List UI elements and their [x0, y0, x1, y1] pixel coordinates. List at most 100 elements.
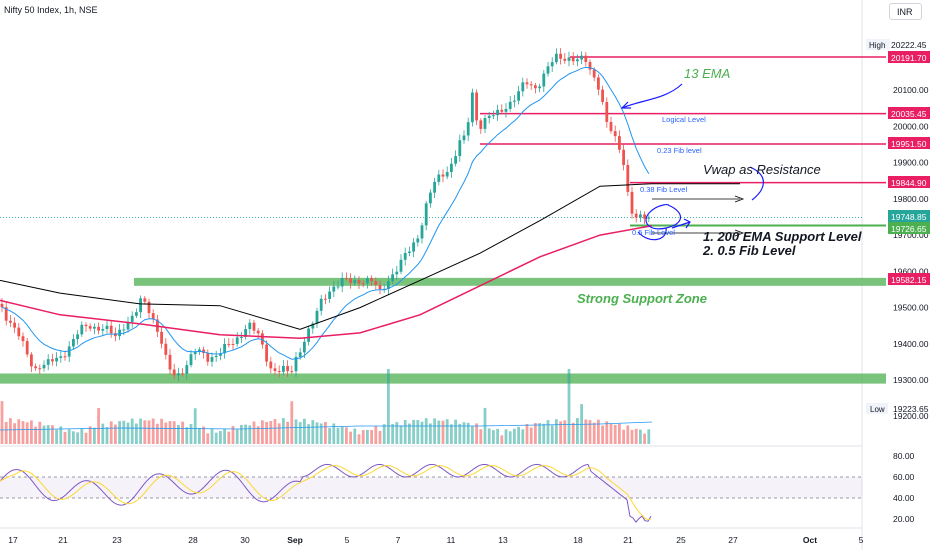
candle-23: [97, 326, 100, 331]
volume-bar-36: [151, 418, 155, 444]
candle-104: [437, 174, 441, 182]
volume-bar-110: [462, 422, 466, 444]
volume-bar-111: [466, 422, 470, 444]
candle-147: [618, 136, 621, 150]
volume-bar-5: [21, 421, 25, 444]
volume-bar-68: [286, 421, 289, 444]
volume-bar-38: [160, 418, 163, 444]
ema13-line: [1, 66, 650, 360]
candle-7: [30, 354, 33, 367]
price-tick-5: 19600.00: [893, 266, 929, 276]
candle-19: [80, 324, 84, 335]
price-label-19582: 19582.15: [888, 273, 930, 285]
volume-bar-107: [450, 424, 453, 444]
price-label-20035: 20035.45: [888, 107, 930, 119]
ema200-line: [0, 224, 653, 340]
candle-62: [261, 333, 264, 345]
svg-text:20035.45: 20035.45: [891, 109, 927, 119]
price-circle-mark: [645, 203, 682, 230]
volume-bar-94: [395, 422, 399, 444]
candle-108: [454, 156, 457, 164]
candle-134: [563, 58, 567, 61]
candle-72: [303, 341, 306, 353]
price-label-low: Low 19223.65: [866, 403, 929, 414]
volume-bar-41: [172, 421, 176, 444]
volume-bar-6: [25, 422, 29, 444]
candle-79: [332, 286, 336, 292]
svg-text:19844.90: 19844.90: [891, 178, 927, 188]
candle-28: [118, 329, 121, 337]
fib-label-023: 0.23 Fib level: [657, 146, 702, 155]
strong-support-zone-label: Strong Support Zone: [577, 291, 707, 306]
candle-130: [546, 66, 550, 74]
candle-145: [609, 121, 613, 132]
volume-bar-87: [366, 429, 369, 444]
volume-bar-57: [240, 424, 243, 444]
candle-95: [399, 259, 403, 272]
volume-bar-3: [13, 423, 16, 444]
svg-text:19748.85: 19748.85: [891, 212, 927, 222]
candle-148: [622, 149, 625, 165]
volume-bar-80: [336, 427, 340, 444]
volume-bar-40: [168, 421, 172, 444]
volume-bar-85: [357, 434, 361, 444]
time-tick-1: 21: [58, 535, 68, 545]
volume-bar-117: [492, 430, 495, 444]
volume-bar-113: [475, 423, 478, 444]
candle-75: [315, 310, 319, 324]
time-tick-12: 25: [676, 535, 686, 545]
candle-49: [206, 353, 210, 362]
candle-151: [634, 213, 638, 218]
volume-bar-140: [588, 420, 592, 444]
volume-bar-46: [193, 408, 197, 444]
candle-3: [13, 322, 16, 328]
candle-59: [248, 322, 252, 330]
volume-bar-143: [601, 425, 604, 444]
volume-bar-21: [88, 426, 92, 444]
volume-bar-121: [508, 431, 512, 444]
volume-bar-148: [622, 429, 625, 444]
candle-101: [424, 203, 428, 226]
volume-bar-71: [298, 422, 302, 444]
svg-text:19223.65: 19223.65: [893, 404, 929, 414]
support-arrow: [671, 218, 691, 229]
time-tick-5: Sep: [287, 535, 303, 545]
volume-bar-96: [403, 419, 407, 444]
volume-bar-7: [30, 420, 33, 444]
fib-label-038: 0.38 Fib Level: [640, 185, 687, 194]
svg-text:20191.70: 20191.70: [891, 53, 927, 63]
fib-label-logical: Logical Level: [662, 115, 706, 124]
volume-bar-61: [256, 426, 260, 444]
candle-92: [387, 281, 390, 289]
volume-bar-102: [429, 423, 432, 444]
candle-10: [42, 364, 46, 369]
ema13-arrowhead: [620, 101, 631, 109]
price-tick-6: 19500.00: [893, 303, 929, 313]
candle-31: [130, 315, 134, 322]
volume-bar-95: [399, 425, 403, 444]
volume-bar-83: [349, 431, 352, 444]
time-tick-10: 18: [573, 535, 583, 545]
candle-76: [319, 298, 323, 311]
volume-bar-43: [181, 421, 184, 444]
candle-90: [378, 284, 382, 290]
candle-57: [240, 337, 243, 339]
candle-122: [513, 100, 516, 102]
candle-88: [370, 278, 373, 282]
candle-77: [324, 298, 327, 300]
candle-52: [219, 353, 222, 356]
price-label-20191: 20191.70: [888, 51, 930, 63]
candle-2: [9, 320, 12, 323]
volume-bar-153: [643, 433, 646, 444]
candle-97: [408, 251, 411, 253]
candle-64: [269, 361, 273, 369]
volume-bar-10: [42, 425, 46, 444]
volume-bar-22: [93, 427, 96, 444]
currency-button[interactable]: INR: [889, 3, 922, 20]
volume-bar-25: [105, 427, 109, 444]
volume-bar-62: [261, 420, 264, 444]
candle-68: [286, 365, 289, 372]
volume-bar-109: [458, 423, 462, 444]
volume-bar-93: [391, 424, 394, 444]
